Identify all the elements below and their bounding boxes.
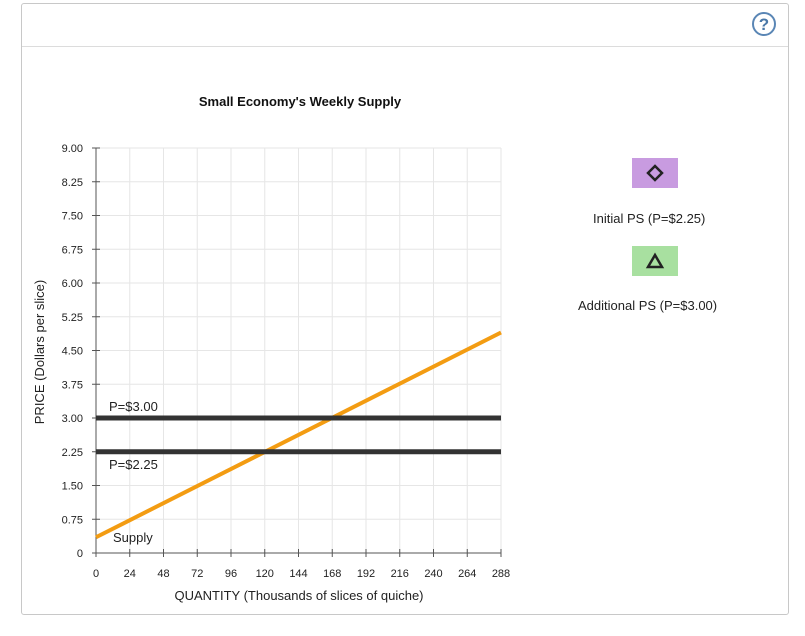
- supply-line: [95, 330, 502, 540]
- x-tick-label: 72: [191, 568, 203, 580]
- x-tick-label: 192: [357, 568, 375, 580]
- x-tick-label: 288: [492, 568, 510, 580]
- y-tick-label: 3.75: [62, 379, 83, 391]
- labels: 0 0.75 1.50 2.25 3.00 3.75 4.50 5.25 6.00 6.75 7.5…: [32, 94, 510, 603]
- x-axis-label: QUANTITY (Thousands of slices of quiche): [174, 588, 423, 603]
- x-tick-label: 24: [124, 568, 136, 580]
- series: [95, 330, 502, 540]
- price-label-2-25: P=$2.25: [109, 457, 158, 472]
- x-tick-label: 264: [458, 568, 476, 580]
- question-panel: ?: [21, 3, 789, 615]
- y-tick-label: 6.75: [62, 244, 83, 256]
- y-tick-label: 8.25: [62, 177, 83, 189]
- grid: [96, 147, 502, 553]
- chart-title: Small Economy's Weekly Supply: [199, 94, 402, 109]
- y-tick-label: 0.75: [62, 514, 83, 526]
- x-tick-label: 48: [157, 568, 169, 580]
- legend-label-additional-ps: Additional PS (P=$3.00): [578, 298, 718, 313]
- y-tick-label: 3.00: [62, 413, 83, 425]
- price-label-3-00: P=$3.00: [109, 399, 158, 414]
- y-tick-label: 5.25: [62, 312, 83, 324]
- triangle-icon: [632, 246, 678, 276]
- y-tick-label: 7.50: [62, 211, 83, 223]
- y-tick-label: 1.50: [62, 481, 83, 493]
- x-tick-label: 96: [225, 568, 237, 580]
- additional-ps-swatch[interactable]: [632, 246, 678, 276]
- supply-label: Supply: [113, 530, 153, 545]
- x-tick-label: 240: [424, 568, 442, 580]
- x-tick-label: 120: [256, 568, 274, 580]
- axes: [92, 147, 502, 557]
- y-tick-label: 2.25: [62, 447, 83, 459]
- diamond-icon: [632, 158, 678, 188]
- initial-ps-swatch[interactable]: [632, 158, 678, 188]
- x-tick-label: 0: [93, 568, 99, 580]
- y-tick-label: 9.00: [62, 143, 83, 155]
- panel-header: ?: [22, 4, 788, 47]
- legend-label-initial-ps: Initial PS (P=$2.25): [593, 211, 706, 226]
- y-axis-label: PRICE (Dollars per slice): [32, 280, 47, 424]
- y-tick-label: 4.50: [62, 346, 83, 358]
- y-tick-label: 6.00: [62, 278, 83, 290]
- y-tick-label: 0: [77, 548, 83, 560]
- x-tick-label: 168: [323, 568, 341, 580]
- x-tick-label: 144: [289, 568, 307, 580]
- x-tick-label: 216: [391, 568, 409, 580]
- help-button[interactable]: ?: [752, 12, 776, 36]
